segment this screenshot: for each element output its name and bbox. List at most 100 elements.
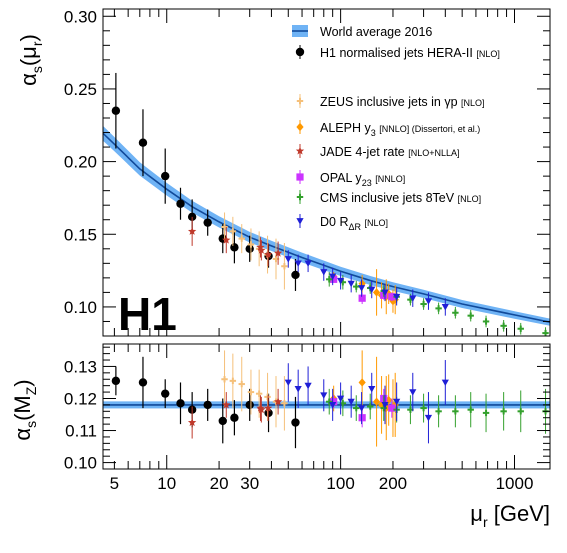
bottom-y-tick-label: 0.13: [64, 357, 97, 376]
data-point: [187, 418, 197, 427]
data-point: [284, 379, 292, 387]
data-point: [452, 408, 459, 415]
data-point: [357, 285, 366, 292]
series-6: [284, 360, 449, 444]
top-frame: [102, 8, 551, 337]
data-point: [357, 405, 366, 412]
data-point: [187, 226, 197, 235]
data-point: [467, 406, 474, 413]
data-point: [281, 263, 288, 270]
x-tick-label: 200: [379, 474, 407, 493]
data-point: [230, 243, 239, 252]
data-point: [218, 416, 227, 426]
data-point: [367, 403, 374, 410]
legend-entry-6: D0 RΔR [NLO]: [296, 214, 388, 232]
data-point: [238, 380, 245, 388]
data-point: [257, 245, 266, 254]
series-3: [187, 388, 283, 439]
legend-entry-1: ZEUS inclusive jets in γp [NLO]: [296, 94, 485, 109]
bottom-y-tick-label: 0.10: [64, 454, 97, 473]
series-6: [284, 250, 449, 316]
data-point: [320, 269, 328, 276]
data-point: [238, 235, 245, 242]
h1-logo: H1: [118, 288, 177, 340]
data-point: [222, 400, 231, 409]
data-point: [435, 408, 442, 415]
legend-entry-3-label: JADE 4-jet rate [NLO+NLLA]: [320, 145, 460, 159]
x-axis-title: μr [GeV]: [470, 501, 550, 530]
legend-entry-3: JADE 4-jet rate [NLO+NLLA]: [295, 144, 460, 159]
data-point: [409, 295, 417, 302]
data-point: [381, 402, 389, 409]
data-point: [111, 106, 121, 115]
data-point: [255, 390, 263, 397]
data-point: [245, 244, 254, 253]
data-point: [256, 242, 265, 251]
legend-entry-world-average: World average 2016: [292, 25, 432, 39]
data-point: [424, 298, 433, 305]
data-point: [542, 329, 549, 336]
series-0: [111, 72, 300, 291]
data-point: [161, 389, 170, 398]
data-point: [326, 398, 333, 405]
data-point: [257, 405, 266, 414]
data-point: [381, 289, 389, 296]
top-y-tick-label: 0.20: [64, 153, 97, 172]
legend-entry-2-label: ALEPH y3 [NNLO] (Dissertori, et al.): [320, 121, 480, 138]
data-point: [291, 270, 300, 280]
legend-marker: [295, 47, 305, 57]
data-point: [420, 300, 427, 308]
data-point: [393, 398, 401, 406]
data-point: [435, 305, 442, 312]
bottom-y-tick-label: 0.12: [64, 389, 97, 408]
data-point: [273, 397, 283, 406]
data-point: [517, 325, 524, 332]
data-point: [320, 392, 328, 399]
data-point: [388, 404, 396, 412]
top-y-tick-label: 0.25: [64, 80, 97, 99]
data-point: [294, 385, 302, 393]
data-point: [263, 250, 273, 259]
data-point: [229, 228, 237, 235]
data-point: [441, 304, 449, 311]
data-point: [420, 404, 427, 412]
x-tick-label: 5: [110, 474, 119, 493]
legend-entry-1-label: ZEUS inclusive jets in γp [NLO]: [320, 95, 485, 109]
data-point: [372, 397, 381, 406]
data-point: [281, 400, 288, 407]
data-point: [273, 248, 283, 257]
top-panel: 0.10 0.15 0.20 0.25 0.30 H1 αs​(μr​): [16, 7, 551, 340]
data-point: [176, 199, 185, 208]
data-point: [284, 256, 292, 263]
legend-entry-world-average-label: World average 2016: [320, 25, 432, 39]
data-point: [347, 280, 355, 288]
data-point: [353, 404, 360, 412]
legend-marker: [296, 193, 304, 201]
data-point: [222, 235, 231, 244]
data-point: [368, 385, 376, 393]
legend-entry-5-label: CMS inclusive jets 8TeV [NLO]: [320, 191, 481, 205]
top-y-tick-label: 0.15: [64, 225, 97, 244]
data-point: [229, 377, 237, 385]
top-y-tick-label: 0.30: [64, 7, 97, 26]
legend: World average 2016 H1 normalised jets HE…: [292, 25, 500, 232]
data-point: [467, 312, 474, 319]
data-point: [203, 400, 212, 410]
data-point: [330, 398, 338, 406]
bottom-y-tick-label: 0.11: [65, 422, 97, 441]
data-point: [138, 378, 148, 387]
data-point: [111, 376, 121, 386]
data-point: [358, 378, 366, 387]
data-point: [337, 395, 345, 403]
data-point: [294, 260, 302, 267]
legend-entry-0-label: H1 normalised jets HERA-II [NLO]: [320, 46, 500, 60]
data-point: [230, 413, 239, 422]
data-point: [353, 283, 360, 290]
x-tick-label: 10: [157, 474, 176, 493]
data-point: [358, 414, 366, 422]
data-point: [326, 276, 333, 283]
bottom-y-axis-title: αs​(MZ​): [10, 379, 39, 440]
series-0: [111, 356, 300, 449]
legend-marker: [296, 122, 304, 132]
legend-marker: [296, 97, 304, 105]
